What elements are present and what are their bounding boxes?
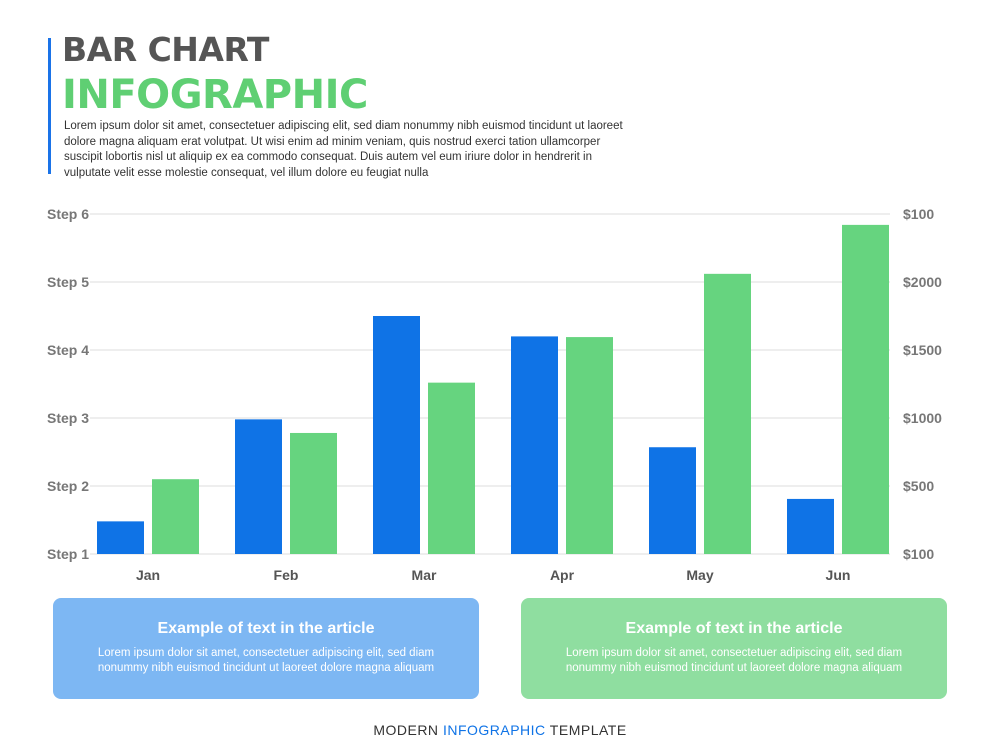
left-tick-label: Step 1 <box>47 546 89 562</box>
left-axis: Step 1 Step 2 Step 3 Step 4 Step 5 Step 6 <box>47 206 89 562</box>
left-tick-label: Step 6 <box>47 206 89 222</box>
category-label: Jan <box>136 567 160 583</box>
right-axis: $100 $500 $1000 $1500 $2000 $100 <box>903 206 942 562</box>
category-label: Apr <box>550 567 575 583</box>
card-body: Lorem ipsum dolor sit amet, consectetuer… <box>97 647 435 674</box>
info-card-green: Example of text in the article Lorem ips… <box>521 598 947 699</box>
bar-green-apr <box>566 337 613 554</box>
bar-green-mar <box>428 382 475 554</box>
right-tick-label: $100 <box>903 546 934 562</box>
chart-title: BAR CHART <box>62 30 269 69</box>
footer-text-modern: MODERN <box>373 722 443 738</box>
header-accent-line <box>48 38 51 174</box>
intro-paragraph: Lorem ipsum dolor sit amet, consectetuer… <box>64 120 623 179</box>
card-body: Lorem ipsum dolor sit amet, consectetuer… <box>565 647 903 674</box>
category-label: Mar <box>412 567 437 583</box>
bar-chart: Step 1 Step 2 Step 3 Step 4 Step 5 Step 6 $10… <box>47 206 942 583</box>
card-title: Example of text in the article <box>157 620 375 637</box>
chart-gridlines <box>90 213 890 555</box>
bar-green-feb <box>290 432 337 554</box>
info-card-blue: Example of text in the article Lorem ips… <box>53 598 479 699</box>
right-tick-label: $500 <box>903 478 934 494</box>
left-tick-label: Step 5 <box>47 274 89 290</box>
x-axis-categories: Jan Feb Mar Apr May Jun <box>136 567 851 583</box>
bar-blue-may <box>649 447 696 554</box>
left-tick-label: Step 2 <box>47 478 89 494</box>
category-label: May <box>686 567 713 583</box>
footer-caption: MODERN INFOGRAPHIC TEMPLATE <box>0 722 1000 738</box>
card-title: Example of text in the article <box>625 620 843 637</box>
left-tick-label: Step 3 <box>47 410 89 426</box>
bar-blue-jun <box>787 498 834 554</box>
chart-bars <box>97 224 889 554</box>
right-tick-label: $100 <box>903 206 934 222</box>
bar-green-jan <box>152 479 199 554</box>
right-tick-label: $2000 <box>903 274 942 290</box>
right-tick-label: $1500 <box>903 342 942 358</box>
category-label: Feb <box>274 567 299 583</box>
bar-blue-mar <box>373 316 420 554</box>
chart-subtitle: INFOGRAPHIC <box>62 72 368 118</box>
footer-text-template: TEMPLATE <box>545 722 627 738</box>
footer-text-infographic: INFOGRAPHIC <box>442 722 546 738</box>
bar-blue-jan <box>97 521 144 554</box>
bar-blue-apr <box>511 336 558 554</box>
category-label: Jun <box>826 567 851 583</box>
bar-green-may <box>704 273 751 554</box>
bar-blue-feb <box>235 419 282 554</box>
left-tick-label: Step 4 <box>47 342 89 358</box>
right-tick-label: $1000 <box>903 410 942 426</box>
bar-green-jun <box>842 224 889 554</box>
